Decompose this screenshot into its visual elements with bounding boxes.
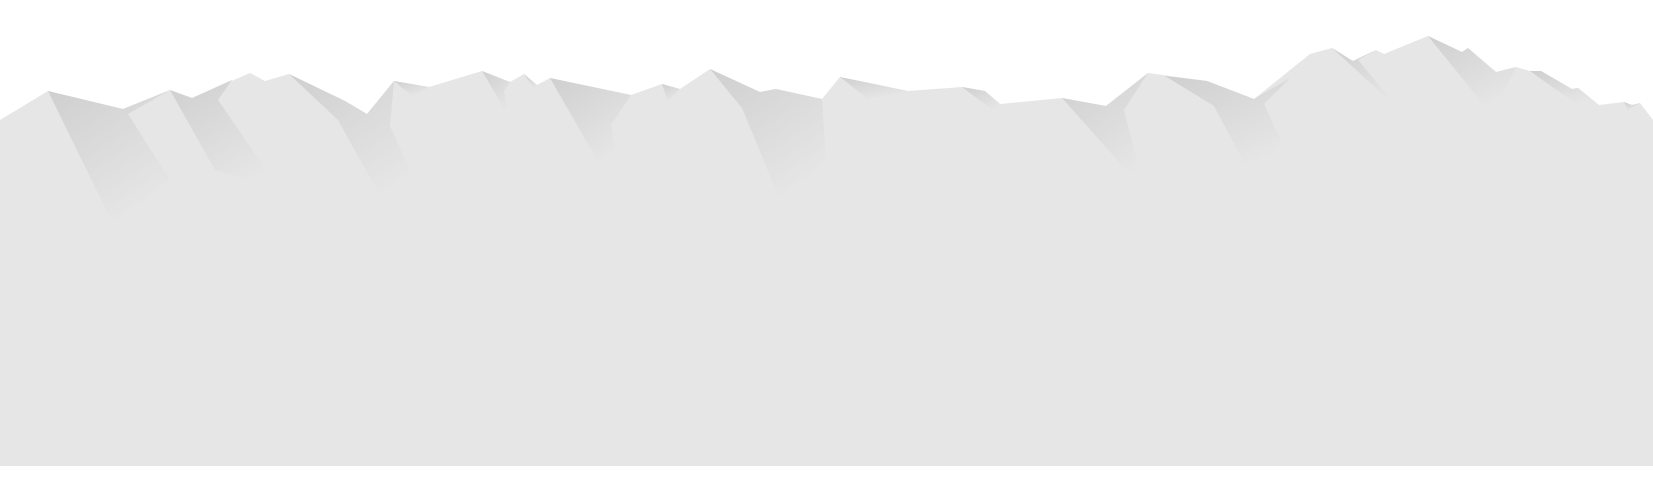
shadow-face-8 xyxy=(662,84,680,101)
shadow-face-11 xyxy=(962,87,1000,114)
shadow-face-2 xyxy=(170,80,280,190)
shadow-face-7 xyxy=(550,78,631,165)
shadow-face-17 xyxy=(1624,102,1640,110)
shadow-face-16 xyxy=(1530,71,1599,106)
shadow-face-3 xyxy=(289,74,410,210)
shadow-face-6 xyxy=(524,74,537,92)
mountain-ridge-base xyxy=(0,36,1653,466)
shadow-face-9 xyxy=(710,69,826,200)
shadow-face-10 xyxy=(840,77,908,99)
shadow-face-1 xyxy=(48,90,170,222)
shadow-face-4 xyxy=(394,81,429,96)
shadow-face-13 xyxy=(1165,76,1290,170)
shadow-face-14 xyxy=(1332,48,1400,110)
shadow-face-12 xyxy=(1062,73,1148,190)
shadow-face-15 xyxy=(1428,36,1516,110)
shadow-face-5 xyxy=(482,71,510,118)
